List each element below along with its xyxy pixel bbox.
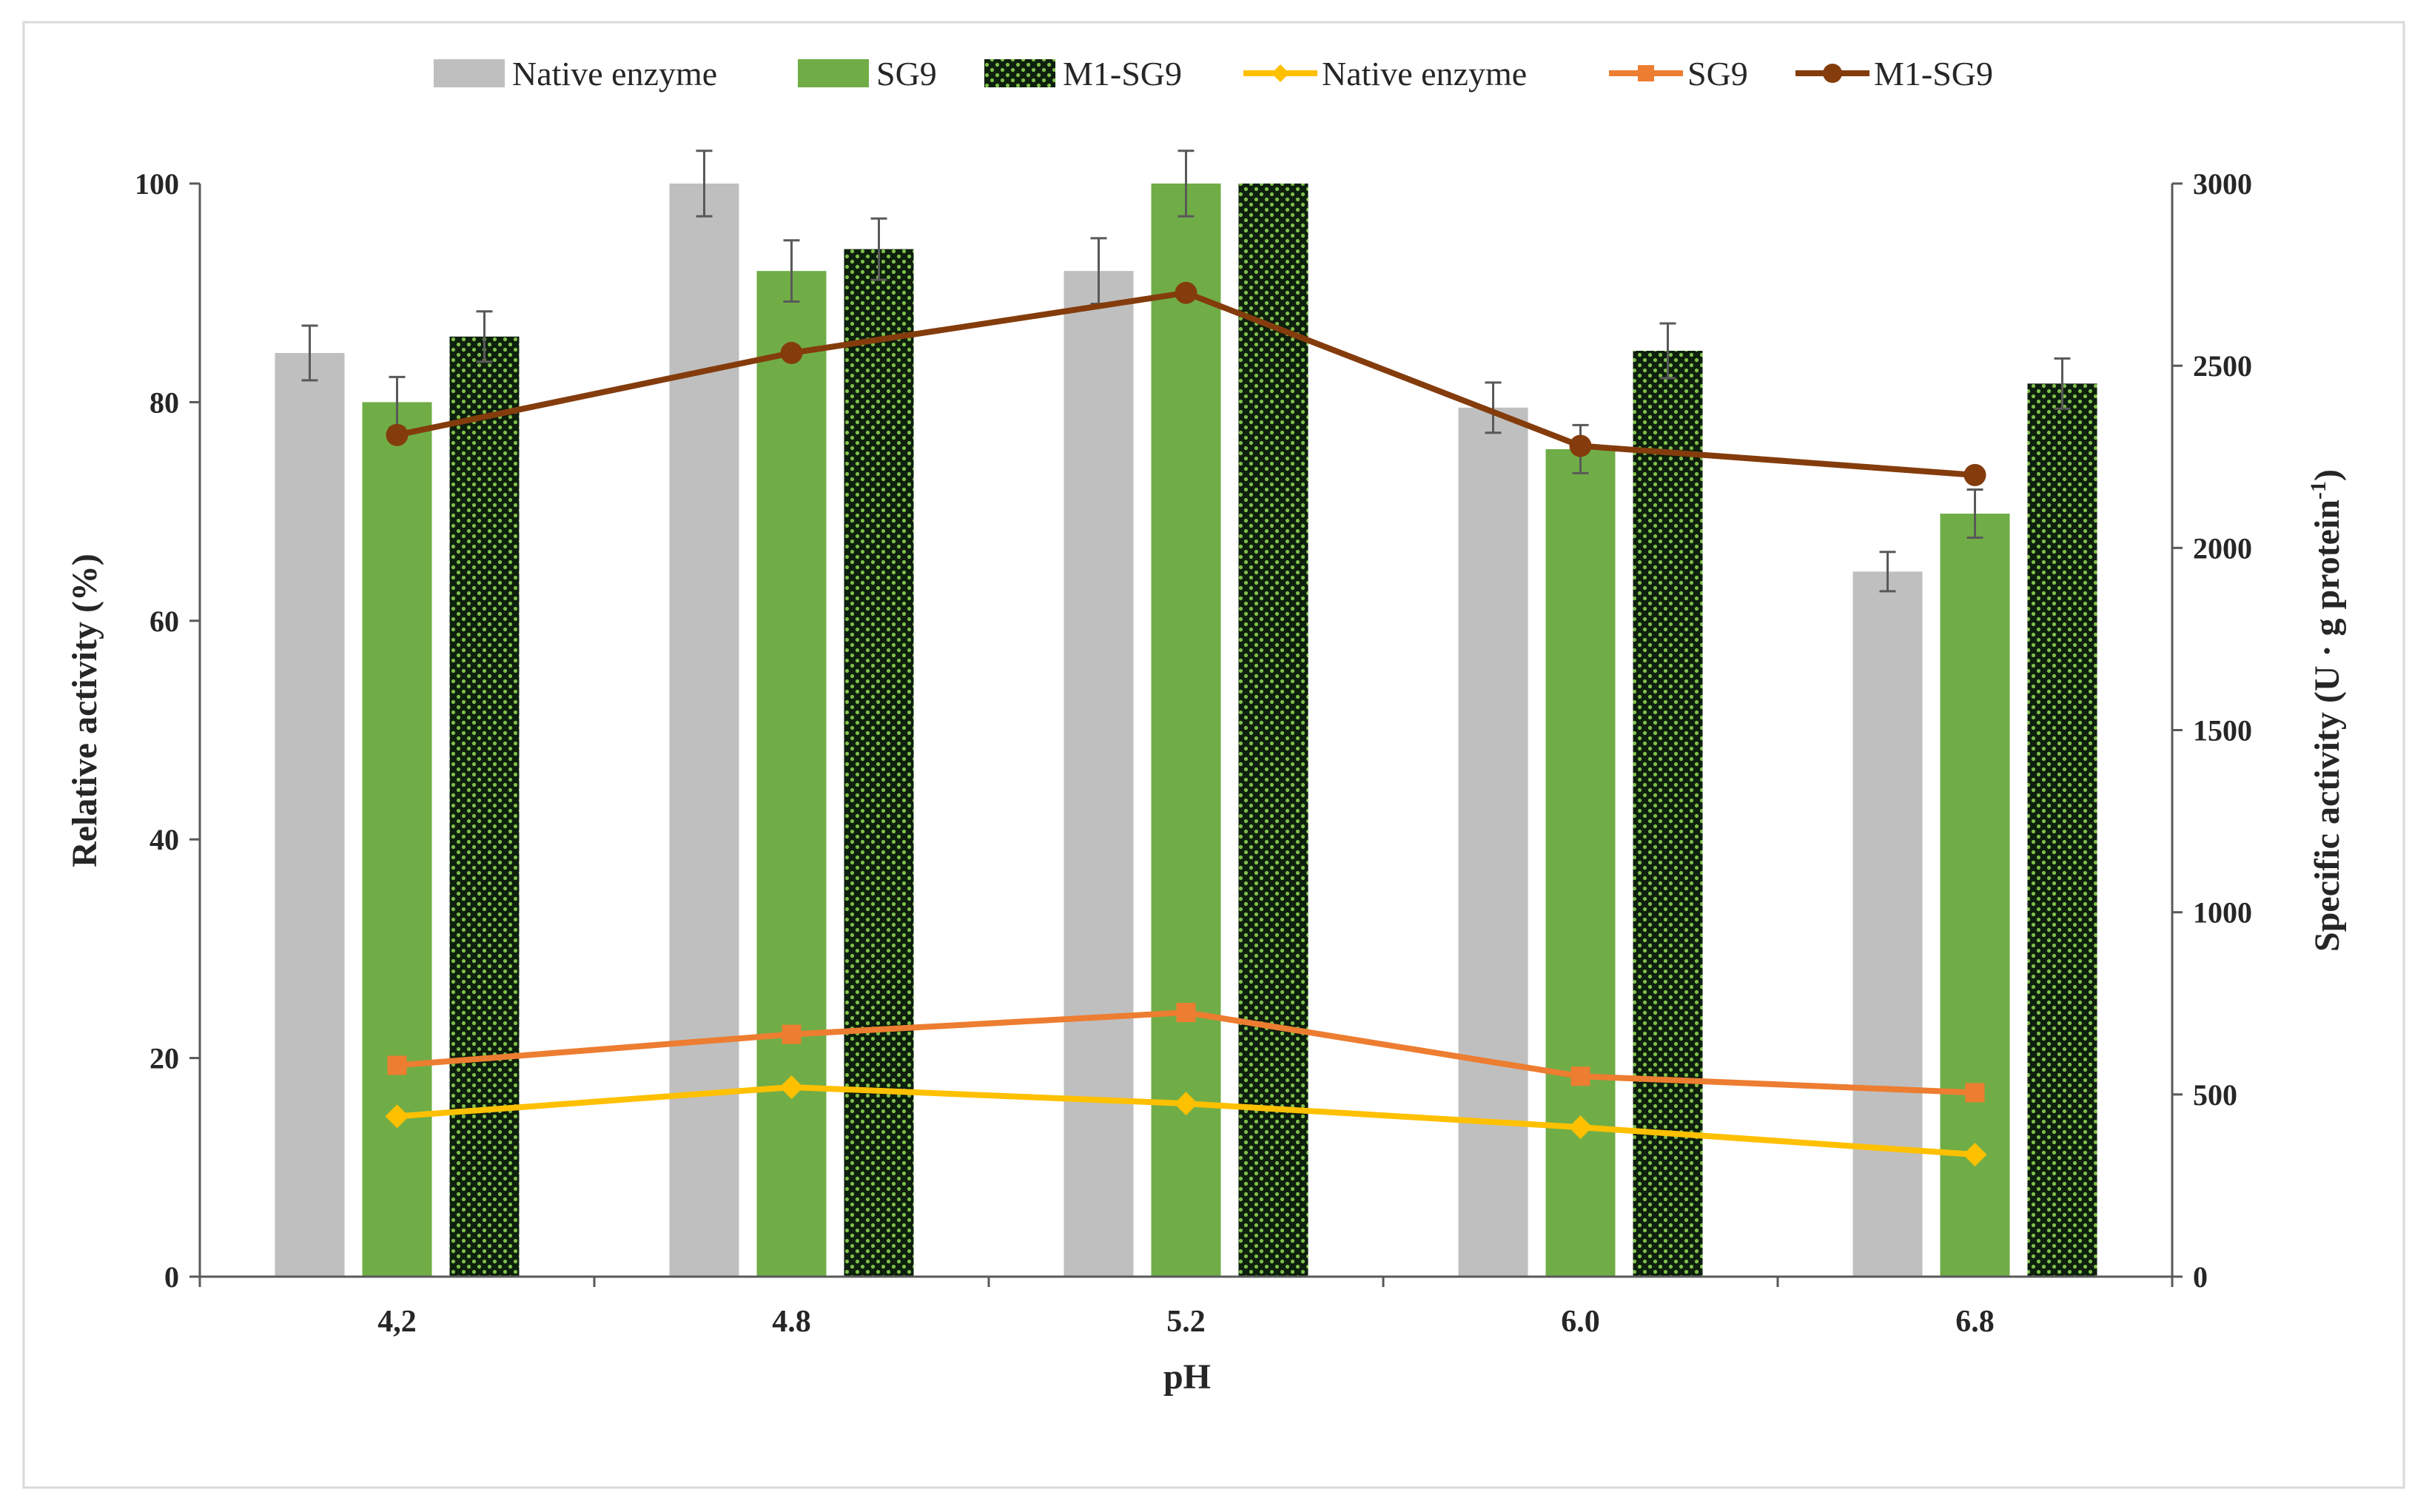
y-right-tick-label-5: 2500 [2193, 349, 2252, 383]
y-right-tick-label-0: 0 [2193, 1260, 2208, 1294]
bar-native-1 [669, 184, 739, 1277]
y-left-tick-label-0: 0 [164, 1260, 179, 1294]
y-left-tick-label-3: 60 [149, 605, 179, 638]
legend-swatch-bar-sg9 [798, 59, 869, 87]
bar-m1sg9-4 [2027, 383, 2097, 1277]
x-category-label-0: 4,2 [377, 1305, 417, 1339]
marker-m1sg9-3 [1569, 434, 1592, 457]
marker-native-0 [385, 1104, 409, 1129]
marker-sg9-2 [1176, 1003, 1196, 1023]
y-left-tick-label-5: 100 [135, 167, 179, 201]
marker-sg9-3 [1570, 1066, 1590, 1086]
legend-label-line-native: Native enzyme [1322, 55, 1527, 93]
y-right-tick-label-4: 2000 [2193, 531, 2252, 565]
y-left-tick-label-4: 80 [149, 386, 179, 419]
bar-native-2 [1064, 271, 1134, 1277]
y-axis-right-title-superscript: -1 [2306, 481, 2331, 500]
legend-label-line-sg9: SG9 [1687, 55, 1748, 93]
x-category-label-3: 6.0 [1561, 1305, 1600, 1339]
bar-m1sg9-0 [449, 336, 520, 1277]
y-axis-right-title: Specific activity (U · g protein-1) [2306, 469, 2347, 952]
legend-label-bar-m1sg9: M1-SG9 [1063, 55, 1182, 93]
bar-m1sg9-2 [1238, 184, 1308, 1277]
bar-sg9-0 [362, 402, 432, 1277]
legend-label-line-m1sg9: M1-SG9 [1874, 55, 1993, 93]
x-category-label-2: 5.2 [1166, 1305, 1206, 1339]
legend-swatch-bar-m1sg9 [984, 59, 1055, 87]
marker-native-1 [779, 1075, 804, 1099]
marker-native-2 [1174, 1092, 1198, 1116]
bar-native-3 [1458, 407, 1528, 1277]
bar-sg9-1 [756, 271, 827, 1277]
legend-marker-sg9-square [1638, 65, 1654, 81]
y-right-tick-label-6: 3000 [2193, 167, 2252, 201]
marker-native-3 [1568, 1115, 1593, 1140]
marker-m1sg9-2 [1175, 281, 1197, 304]
error-bars-layer [301, 149, 2071, 593]
bar-native-0 [275, 352, 345, 1277]
legend-label-bar-sg9: SG9 [876, 55, 937, 93]
y-axis-right-title-end: ) [2308, 469, 2347, 481]
legend: Native enzyme SG9 M1-SG9 Native enzyme S… [434, 55, 1993, 93]
legend-label-bar-native: Native enzyme [512, 55, 717, 93]
y-left-tick-label-2: 40 [149, 823, 179, 856]
marker-native-4 [1963, 1143, 1987, 1167]
x-category-label-1: 4.8 [772, 1305, 811, 1339]
bar-m1sg9-3 [1633, 350, 1703, 1277]
y-left-tick-label-1: 20 [149, 1042, 179, 1075]
marker-m1sg9-0 [386, 423, 409, 446]
chart-border [22, 21, 2405, 1489]
marker-sg9-4 [1965, 1083, 1985, 1103]
x-axis-title: pH [1163, 1357, 1211, 1397]
x-category-label-4: 6.8 [1955, 1305, 1995, 1339]
y-axis-left-title: Relative activity (%) [65, 554, 104, 867]
bar-m1sg9-1 [844, 249, 914, 1277]
marker-sg9-0 [387, 1055, 407, 1075]
y-right-tick-label-3: 1500 [2193, 714, 2252, 747]
y-axis-right-title-main: Specific activity (U · g protein [2308, 500, 2347, 952]
marker-m1sg9-4 [1963, 463, 1986, 486]
y-right-tick-label-1: 500 [2193, 1078, 2237, 1112]
legend-swatch-bar-native [434, 59, 505, 87]
marker-m1sg9-1 [780, 341, 803, 364]
legend-marker-m1sg9-circle [1823, 64, 1842, 83]
y-right-tick-label-2: 1000 [2193, 896, 2252, 930]
bar-native-4 [1852, 571, 1923, 1277]
lines-layer [385, 281, 1987, 1167]
bar-sg9-3 [1545, 448, 1616, 1277]
legend-marker-native-diamond [1271, 64, 1289, 82]
marker-sg9-1 [782, 1024, 802, 1044]
